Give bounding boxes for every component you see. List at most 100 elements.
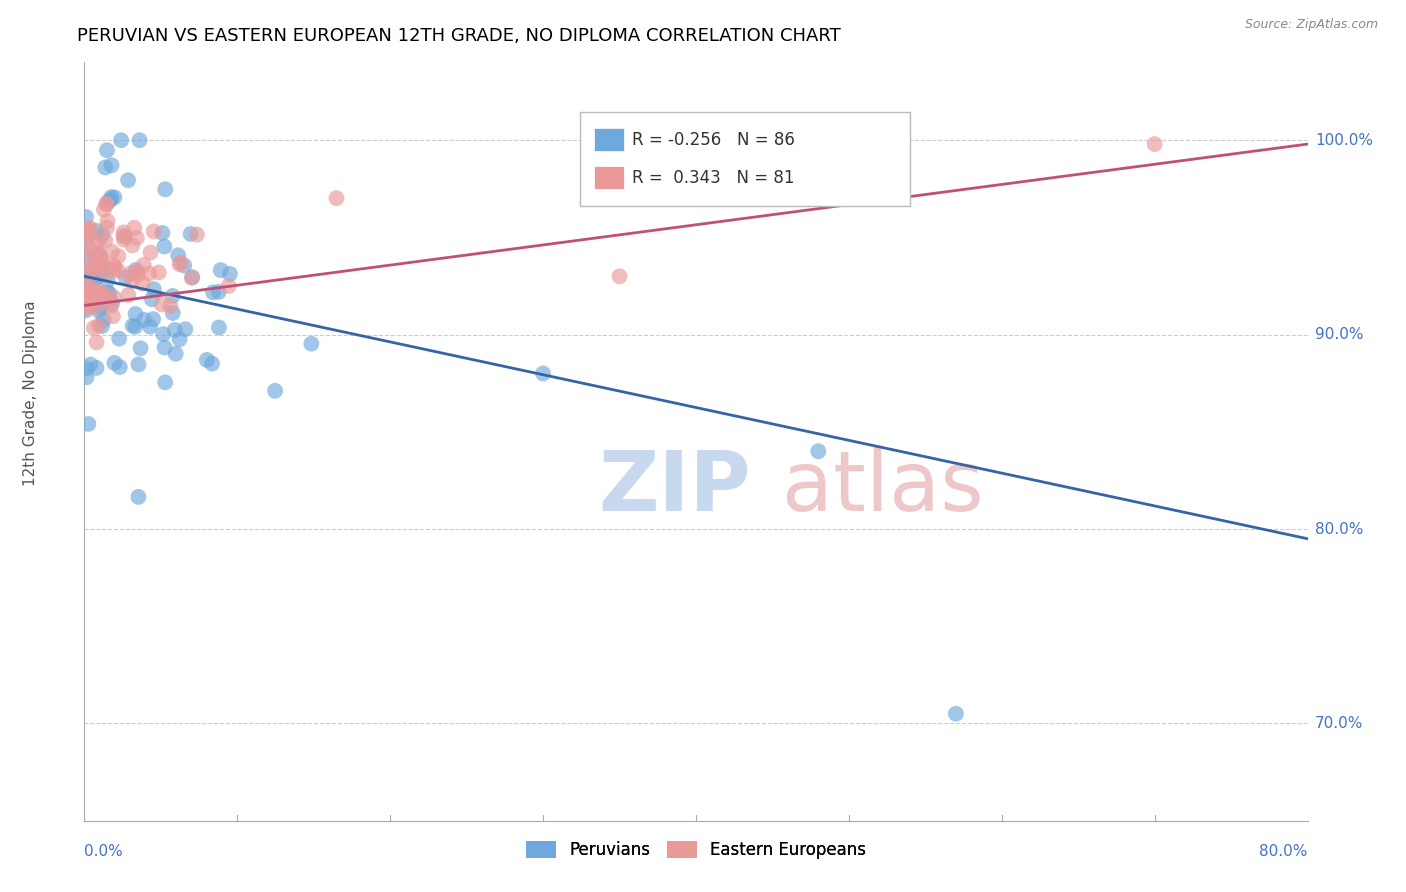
Point <box>83 321 105 335</box>
Point <box>112 233 135 247</box>
Point <box>97 194 120 209</box>
Point <box>127 265 149 279</box>
Point <box>100 299 122 313</box>
Point <box>76 274 98 288</box>
Point <box>103 260 125 275</box>
Point <box>86 247 108 261</box>
Point <box>169 257 191 271</box>
Point <box>162 306 184 320</box>
Point <box>180 270 202 285</box>
Point <box>76 301 98 315</box>
Point <box>84 300 107 314</box>
Point <box>76 238 98 252</box>
Point <box>148 265 170 279</box>
Text: 80.0%: 80.0% <box>1260 844 1308 859</box>
Point <box>79 226 101 240</box>
Point <box>264 384 287 398</box>
Point <box>77 268 100 282</box>
Point <box>218 279 240 293</box>
Point <box>127 268 149 282</box>
Point <box>103 259 125 273</box>
Point <box>76 370 98 384</box>
Point <box>181 270 204 285</box>
Point <box>169 256 191 270</box>
Point <box>208 285 231 299</box>
Point <box>108 332 131 346</box>
Point <box>89 247 111 261</box>
Point <box>128 133 150 147</box>
Point <box>96 293 118 307</box>
Point <box>150 226 173 240</box>
Text: 90.0%: 90.0% <box>1315 327 1364 343</box>
FancyBboxPatch shape <box>595 128 624 151</box>
Point <box>80 293 103 307</box>
Point <box>132 277 155 291</box>
Point <box>129 342 152 356</box>
Point <box>128 358 150 372</box>
Point <box>79 221 101 235</box>
Text: 12th Grade, No Diploma: 12th Grade, No Diploma <box>24 300 38 486</box>
Point <box>101 296 124 310</box>
Point <box>76 284 98 298</box>
Point <box>114 270 136 285</box>
Point <box>299 336 322 351</box>
Point <box>125 263 148 277</box>
Point <box>163 323 186 337</box>
Point <box>139 245 162 260</box>
Point <box>84 259 107 273</box>
Point <box>945 706 967 721</box>
Point <box>93 312 115 326</box>
Point <box>209 263 232 277</box>
Point <box>89 304 111 318</box>
Point <box>152 327 174 342</box>
Point <box>195 353 218 368</box>
Point <box>87 235 110 249</box>
Point <box>186 227 208 242</box>
Point <box>100 193 122 207</box>
Point <box>208 320 231 334</box>
Point <box>112 229 135 244</box>
Point <box>807 444 830 458</box>
Point <box>120 266 142 280</box>
Point <box>84 249 107 263</box>
Point <box>91 228 114 243</box>
Text: 80.0%: 80.0% <box>1315 522 1364 536</box>
Point <box>84 271 107 285</box>
Point <box>87 252 110 266</box>
Text: 100.0%: 100.0% <box>1315 133 1374 148</box>
Point <box>132 258 155 272</box>
Point <box>609 269 631 284</box>
Point <box>155 182 177 196</box>
Point <box>96 197 118 211</box>
Point <box>91 318 114 333</box>
Point <box>169 332 191 346</box>
Point <box>96 273 118 287</box>
Point <box>162 289 184 303</box>
Point <box>108 360 131 375</box>
Point <box>153 341 176 355</box>
Point <box>159 299 181 313</box>
Point <box>107 264 129 278</box>
Point <box>86 288 108 302</box>
Point <box>531 367 554 381</box>
FancyBboxPatch shape <box>579 112 910 206</box>
Point <box>75 285 97 299</box>
Point <box>86 285 108 299</box>
Text: R = -0.256   N = 86: R = -0.256 N = 86 <box>633 131 796 149</box>
Point <box>117 288 139 302</box>
Point <box>101 310 124 324</box>
Point <box>89 261 111 276</box>
Point <box>94 261 117 276</box>
Point <box>94 266 117 280</box>
Point <box>173 259 195 273</box>
Text: PERUVIAN VS EASTERN EUROPEAN 12TH GRADE, NO DIPLOMA CORRELATION CHART: PERUVIAN VS EASTERN EUROPEAN 12TH GRADE,… <box>77 27 841 45</box>
Point <box>139 319 162 334</box>
Point <box>121 274 143 288</box>
Point <box>114 229 136 244</box>
Point <box>94 161 117 175</box>
Point <box>138 267 160 281</box>
Point <box>79 263 101 277</box>
Point <box>90 300 112 314</box>
Point <box>77 222 100 236</box>
Point <box>94 292 117 306</box>
